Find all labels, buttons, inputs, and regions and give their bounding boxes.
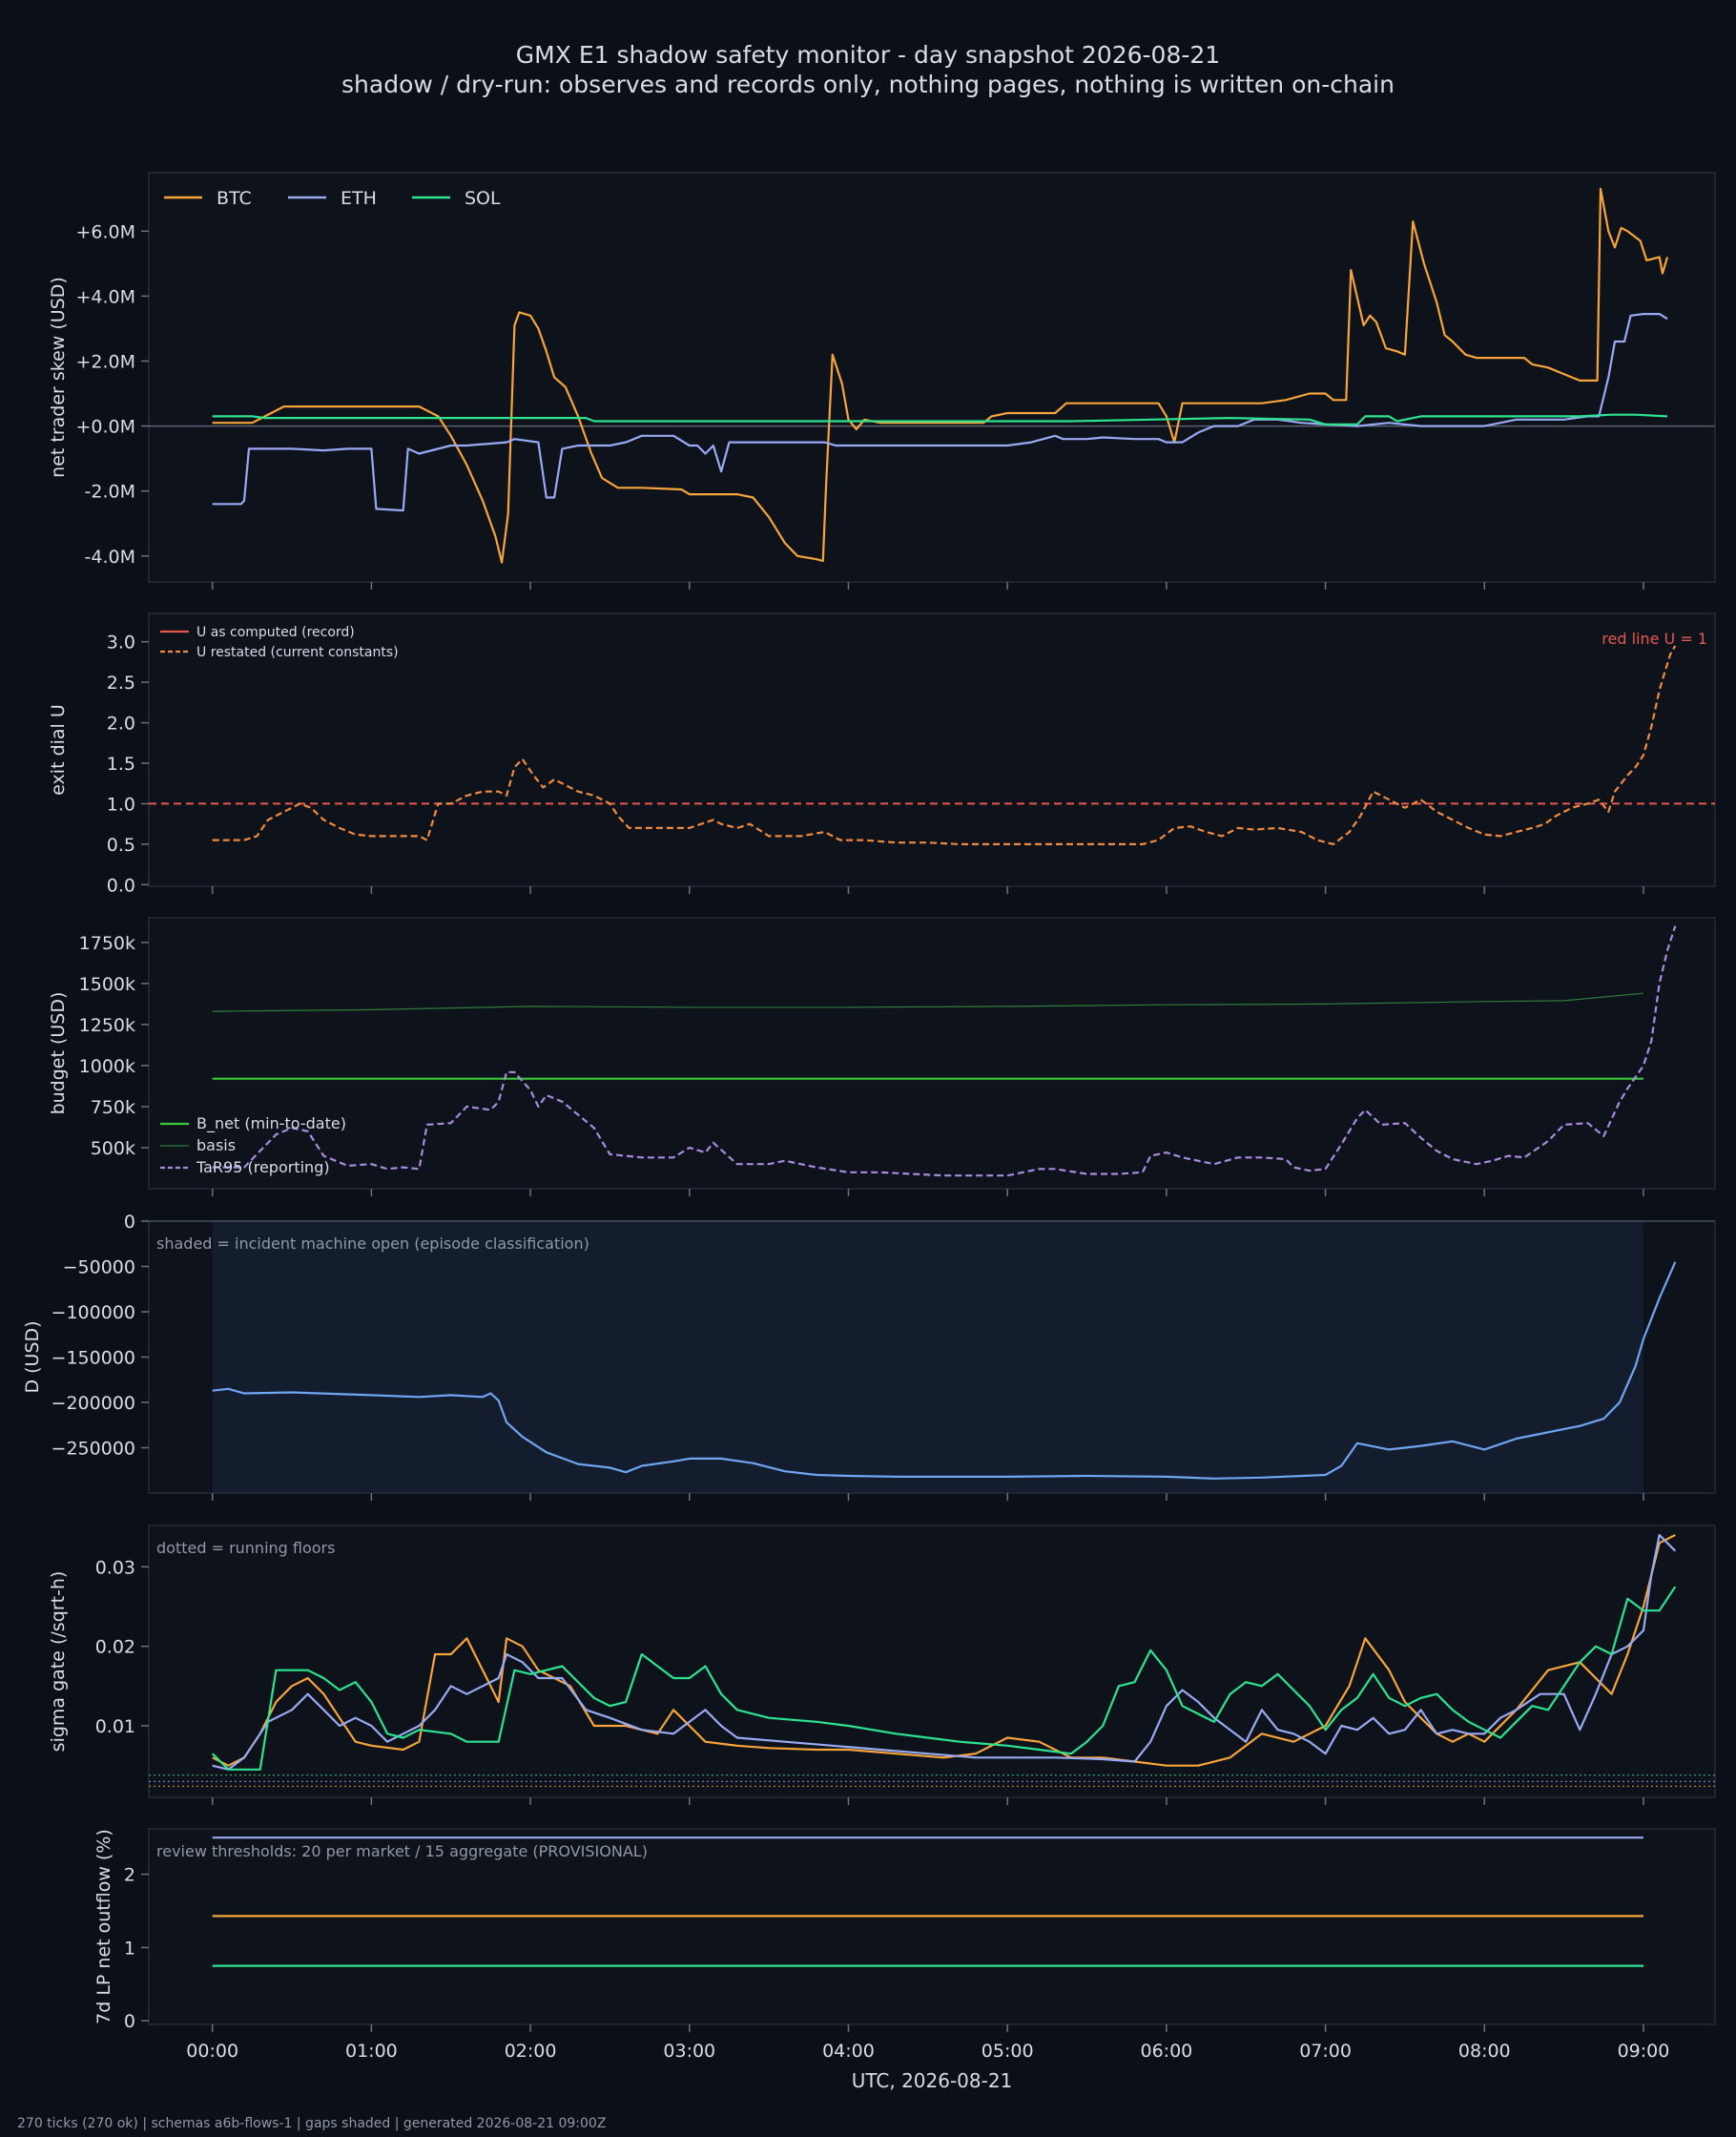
x-tick-label: 04:00 [822, 2041, 875, 2062]
y-axis-label: D (USD) [22, 1320, 43, 1393]
y-tick-label: 1750k [79, 933, 135, 954]
series-line-basis [212, 992, 1644, 1012]
y-tick-label: −150000 [52, 1348, 135, 1369]
y-tick-label: 500k [91, 1138, 135, 1159]
series-line-drawdown [212, 1261, 1677, 1480]
series-line-u-restated-current-constants [212, 645, 1677, 845]
y-tick-label: +4.0M [75, 286, 135, 307]
panel-frame [148, 1220, 1716, 1494]
panel-sigma-gate: 0.01 0.02 0.03 sigma gate (/sqrt-h) dotted =… [48, 1525, 1716, 1805]
panel-skew: -4.0M -2.0M +0.0M +2.0M +4.0M +6.0M net trader… [48, 172, 1716, 590]
y-tick-label: +0.0M [75, 417, 135, 438]
legend-label: ETH [341, 188, 377, 209]
y-tick-label: 3.0 [107, 633, 135, 654]
y-tick-label: −200000 [52, 1393, 135, 1414]
series-line-btc [212, 187, 1669, 564]
series-line-btc [212, 1534, 1676, 1767]
y-tick-label: 1 [124, 1938, 135, 1959]
y-axis-label: 7d LP net outflow (%) [93, 1829, 114, 2024]
x-tick-label: 00:00 [186, 2041, 238, 2062]
y-tick-label: 2.5 [107, 673, 135, 694]
series-line-eth [212, 313, 1668, 512]
x-axis-label: UTC, 2026-08-21 [852, 2069, 1013, 2092]
y-tick-label: 0 [124, 1212, 135, 1233]
y-tick-label: -2.0M [85, 482, 135, 503]
x-tick-label: 09:00 [1618, 2041, 1670, 2062]
legend-label: U restated (current constants) [196, 645, 399, 660]
y-axis-label: exit dial U [48, 704, 69, 796]
footer-status: 270 ticks (270 ok) | schemas a6b-flows-1… [17, 2116, 606, 2131]
y-tick-label: +2.0M [75, 351, 135, 372]
x-tick-label: 03:00 [663, 2041, 715, 2062]
panel-frame [148, 612, 1716, 887]
red-line-label: red line U = 1 [1602, 630, 1707, 648]
panels: -4.0M -2.0M +0.0M +2.0M +4.0M +6.0M net trader… [22, 172, 1716, 2062]
panel-frame [148, 172, 1716, 583]
x-tick-label: 06:00 [1141, 2041, 1193, 2062]
series-line-sol [212, 413, 1668, 425]
y-tick-label: 0 [124, 2011, 135, 2032]
x-tick-label: 01:00 [345, 2041, 398, 2062]
legend-label: SOL [465, 188, 501, 209]
panel-budget: 500k 750k 1000k 1250k 1500k 1750k budget (USD)… [48, 917, 1716, 1196]
legend-label: basis [196, 1136, 236, 1154]
panel-drawdown: 0 −50000 −100000 −150000 −200000 −250000 D (US… [22, 1212, 1716, 1501]
y-tick-label: 0.01 [95, 1716, 135, 1737]
y-tick-label: 1500k [79, 974, 135, 995]
legend-label: U as computed (record) [196, 625, 355, 640]
series-line-tar95-reporting [212, 925, 1677, 1177]
panel-annotation: review thresholds: 20 per market / 15 ag… [156, 1842, 648, 1860]
y-tick-label: −250000 [52, 1439, 135, 1460]
panel-annotation: shaded = incident machine open (episode … [156, 1234, 589, 1253]
panel-frame [148, 917, 1716, 1190]
x-tick-label: 05:00 [982, 2041, 1034, 2062]
panel-annotation: dotted = running floors [156, 1539, 335, 1557]
y-axis-label: budget (USD) [48, 992, 69, 1115]
y-tick-label: 0.0 [107, 875, 135, 896]
y-tick-label: 750k [91, 1097, 135, 1118]
legend-label: B_net (min-to-date) [196, 1114, 346, 1133]
incident-shaded-region [212, 1221, 1643, 1493]
y-tick-label: 1.5 [107, 754, 135, 775]
y-axis-label: sigma gate (/sqrt-h) [48, 1571, 69, 1753]
y-tick-label: 2.0 [107, 714, 135, 735]
panel-frame [148, 1525, 1716, 1798]
y-axis-label: net trader skew (USD) [48, 277, 69, 478]
figure-title: GMX E1 shadow safety monitor - day snaps… [516, 41, 1220, 69]
y-tick-label: 1000k [79, 1056, 135, 1077]
legend: B_net (min-to-date) basis TaR95 (reporting… [160, 1114, 346, 1176]
y-tick-label: 1250k [79, 1015, 135, 1036]
y-tick-label: -4.0M [85, 547, 135, 568]
legend: BTC ETH SOL [164, 188, 501, 209]
panel-exit-dial: 0.0 0.5 1.0 1.5 2.0 2.5 3.0 exit dial U red line… [48, 612, 1716, 896]
y-tick-label: 1.0 [107, 794, 135, 815]
y-tick-label: 0.03 [95, 1557, 135, 1578]
x-tick-label: 02:00 [505, 2041, 557, 2062]
legend: U as computed (record) U restated (curren… [160, 625, 399, 660]
figure-subtitle: shadow / dry-run: observes and records o… [341, 71, 1395, 98]
panel-frame [148, 1828, 1716, 2025]
y-tick-label: −100000 [52, 1302, 135, 1323]
panel-lp-outflow: 0 1 2 00:00 01:00 02:00 03:00 04:00 05:00 06:00 07… [93, 1828, 1716, 2062]
legend-label: BTC [217, 188, 252, 209]
y-tick-label: 0.5 [107, 835, 135, 856]
y-tick-label: 2 [124, 1865, 135, 1886]
y-tick-label: +6.0M [75, 221, 135, 242]
legend-label: TaR95 (reporting) [196, 1158, 330, 1176]
series-line-sol [211, 1586, 1677, 1771]
y-tick-label: 0.02 [95, 1637, 135, 1658]
y-tick-label: −50000 [63, 1257, 135, 1278]
x-tick-label: 07:00 [1299, 2041, 1352, 2062]
x-tick-label: 08:00 [1458, 2041, 1511, 2062]
